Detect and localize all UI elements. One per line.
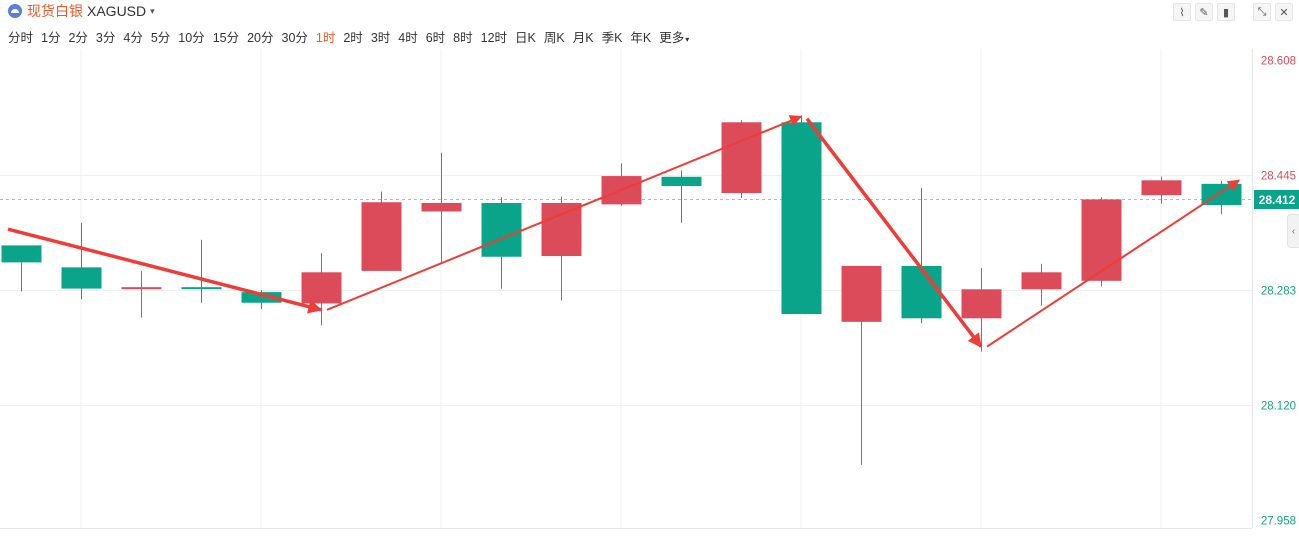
candle-body (781, 122, 822, 315)
chevron-down-icon: ▾ (685, 34, 690, 44)
pencil-button[interactable]: ✎ (1195, 3, 1213, 21)
shrink-button[interactable]: ⤡ (1253, 3, 1271, 21)
period-tab[interactable]: 4时 (398, 27, 417, 46)
period-tab-label: 日K (515, 30, 536, 45)
period-tab[interactable]: 8时 (453, 27, 472, 46)
toolbar: ⌇ ✎ ▮ ⤡ ✕ (1173, 3, 1293, 21)
period-tab[interactable]: 12时 (481, 27, 507, 46)
line-draw-icon: ⌇ (1179, 6, 1185, 19)
period-tab[interactable]: 20分 (247, 27, 273, 46)
close-icon: ✕ (1279, 6, 1289, 19)
period-tab-label: 3时 (370, 30, 391, 45)
side-panel-toggle[interactable]: ‹ (1287, 214, 1299, 248)
shrink-icon: ⤡ (1257, 5, 1267, 18)
candle-body (361, 202, 402, 271)
line-draw-button[interactable]: ⌇ (1173, 3, 1191, 21)
period-tab-label: 15分 (212, 30, 240, 45)
last-price-label: 28.412 (1259, 193, 1296, 207)
trend-arrow (986, 179, 1241, 348)
candle-body (961, 289, 1002, 319)
candle-body (1141, 180, 1182, 196)
candle-body (661, 176, 702, 186)
candle-type-button[interactable]: ▮ (1217, 3, 1235, 21)
symbol-selector[interactable]: 现货白银 XAGUSD ▾ (8, 3, 155, 19)
chevron-left-icon: ‹ (1291, 225, 1296, 237)
candle-body (541, 202, 582, 257)
period-tab[interactable]: 2分 (68, 27, 87, 46)
period-tabs: 分时 1分 2分 3分 4分 5分 10分 15分 20分 30分 1时 2时 3时 4时 6时 8时 12时日… (0, 27, 689, 45)
period-tab[interactable]: 1分 (41, 27, 60, 46)
close-button[interactable]: ✕ (1275, 3, 1293, 21)
period-tab[interactable]: 10分 (178, 27, 204, 46)
period-tab-label: 分时 (8, 30, 34, 45)
candle-body (901, 265, 942, 319)
pencil-icon: ✎ (1199, 6, 1209, 19)
candle-body (841, 265, 882, 322)
chevron-down-icon: ▾ (150, 5, 155, 16)
y-tick-label: 28.608 (1261, 56, 1296, 68)
y-tick-label: 28.120 (1261, 401, 1296, 413)
period-tab-label: 6时 (425, 30, 446, 45)
candle-body (721, 122, 762, 194)
period-tab-label: 年K (630, 30, 652, 45)
period-tab[interactable]: 日K (515, 27, 536, 46)
period-tab[interactable]: 6时 (426, 27, 445, 46)
candle-body (301, 272, 342, 304)
period-tab-label: 1时 (315, 30, 336, 45)
period-tab[interactable]: 季K (602, 27, 623, 46)
period-tab[interactable]: 3时 (371, 27, 390, 46)
candle-body (61, 267, 102, 289)
period-tab[interactable]: 周K (544, 27, 565, 46)
period-tab-label: 4时 (398, 30, 418, 45)
y-tick-label: 27.958 (1261, 516, 1296, 528)
trend-arrow (326, 115, 803, 311)
period-tab[interactable]: 30分 (282, 27, 308, 46)
period-tab-label: 季K (601, 30, 623, 45)
period-tab-label: 30分 (281, 30, 308, 45)
trend-arrow (805, 117, 983, 348)
symbol-name: 现货白银 (27, 3, 83, 19)
period-tab-label: 20分 (247, 30, 274, 45)
trend-arrow (7, 227, 323, 314)
candle-body (1021, 272, 1062, 290)
period-tab[interactable]: 15分 (213, 27, 239, 46)
candle-body (1081, 199, 1122, 281)
period-tab-label: 12时 (480, 30, 508, 45)
y-tick-label: 28.445 (1261, 171, 1296, 183)
last-price-tag (1254, 190, 1299, 209)
period-tab[interactable]: 5分 (151, 27, 170, 46)
period-tab-label: 5分 (150, 30, 171, 45)
period-tab-label: 周K (543, 30, 565, 45)
period-tab[interactable]: 3分 (96, 27, 115, 46)
period-tab[interactable]: 更多▾ (659, 27, 689, 46)
period-tab-label: 月K (572, 30, 594, 45)
candle-body (1, 245, 42, 263)
header: 现货白银 XAGUSD ▾ ⌇ ✎ ▮ ⤡ ✕ (0, 0, 1299, 22)
period-tab-label: 2时 (343, 30, 363, 45)
period-tab-label: 1分 (41, 30, 61, 45)
period-tab[interactable]: 1时 (316, 27, 335, 46)
candle-body (121, 287, 162, 290)
candle-body (421, 202, 462, 212)
period-tab-label: 3分 (95, 30, 116, 45)
period-tab[interactable]: 年K (630, 27, 651, 46)
period-tab-label: 2分 (68, 30, 88, 45)
candle-body (241, 292, 282, 303)
period-tab-label: 4分 (123, 30, 143, 45)
period-tab[interactable]: 月K (573, 27, 594, 46)
candle-body (481, 202, 522, 257)
candle-type-icon: ▮ (1222, 6, 1230, 19)
y-tick-label: 28.283 (1261, 286, 1296, 298)
silver-coin-icon (8, 4, 22, 18)
period-tab-label: 8时 (453, 30, 473, 45)
period-tab-label: 10分 (178, 30, 205, 45)
period-tab[interactable]: 2时 (343, 27, 362, 46)
period-tab-label: 更多 (659, 30, 685, 45)
candle-body (181, 287, 222, 290)
period-tab[interactable]: 分时 (8, 27, 33, 46)
symbol-code: XAGUSD (87, 3, 147, 19)
period-tab[interactable]: 4分 (123, 27, 142, 46)
